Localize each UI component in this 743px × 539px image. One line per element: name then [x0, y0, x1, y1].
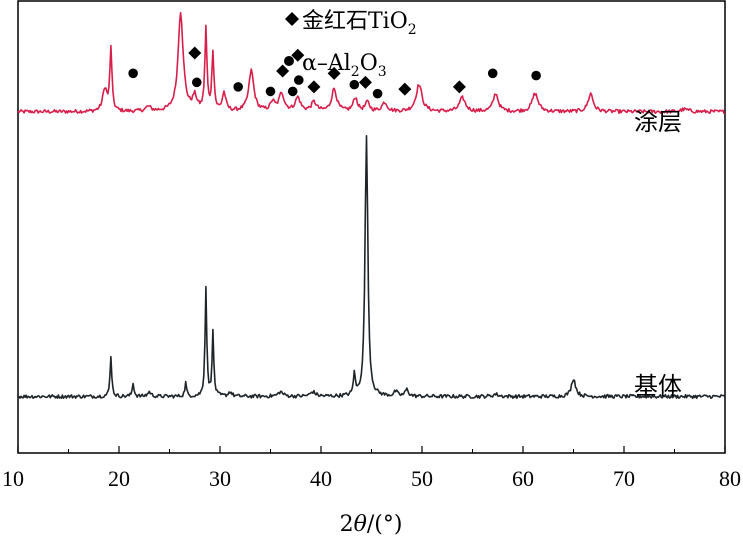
tio2-diamond-marker [276, 64, 290, 78]
tio2-diamond-marker [452, 80, 466, 94]
legend-label-al2o3: α–Al2O3 [302, 51, 387, 80]
tio2-diamond-marker [291, 48, 305, 62]
x-tick-label-10: 10 [2, 466, 24, 491]
x-tick-label-20: 20 [108, 466, 130, 491]
x-axis-title-suffix: /(°) [367, 512, 403, 537]
series-group [17, 11, 726, 400]
tio2-diamond-marker [188, 46, 202, 60]
x-tick-label-30: 30 [209, 466, 231, 491]
legend-circle-icon [284, 56, 294, 66]
al2o3-circle-marker [265, 86, 276, 97]
x-axis-title: 2θ/(°) [340, 512, 403, 537]
al2o3-circle-marker [349, 79, 360, 90]
phase-markers [128, 46, 541, 99]
series-label-coating: 涂层 [634, 108, 682, 136]
x-axis-title-theta: θ [354, 512, 367, 537]
series-line-0 [17, 11, 726, 115]
tio2-diamond-marker [327, 66, 341, 80]
al2o3-circle-marker [372, 88, 383, 99]
legend-label-tio2: 金红石TiO2 [302, 9, 417, 38]
legend-tio2-sub: 2 [408, 22, 417, 38]
series-line-1 [17, 135, 726, 400]
x-tick-label-40: 40 [310, 466, 332, 491]
al2o3-circle-marker [531, 70, 541, 81]
legend-al2o3-sub1: 2 [351, 64, 360, 80]
legend: 金红石TiO2 α–Al2O3 [284, 9, 417, 80]
al2o3-circle-marker [487, 68, 498, 79]
x-tick-label-50: 50 [411, 466, 433, 491]
x-tick-label-60: 60 [512, 466, 534, 491]
tio2-diamond-marker [398, 82, 412, 96]
x-axis-title-prefix: 2 [340, 512, 354, 537]
tio2-diamond-marker [358, 75, 372, 89]
tio2-diamond-marker [307, 80, 321, 94]
al2o3-circle-marker [128, 68, 138, 79]
x-tick-labels: 10 20 30 40 50 60 70 80 [2, 466, 741, 491]
al2o3-circle-marker [287, 86, 298, 97]
legend-tio2-text: 金红石TiO [302, 9, 408, 34]
al2o3-circle-marker [293, 75, 304, 85]
legend-al2o3-mid: O [360, 51, 378, 76]
x-tick-label-80: 80 [719, 466, 741, 491]
x-tick-label-70: 70 [613, 466, 635, 491]
legend-diamond-icon [285, 12, 299, 26]
x-ticks [17, 446, 726, 453]
legend-al2o3-sub2: 3 [378, 64, 387, 80]
series-label-substrate: 基体 [634, 372, 682, 400]
al2o3-circle-marker [191, 77, 202, 88]
al2o3-circle-marker [233, 82, 243, 92]
legend-al2o3-text: α–Al [302, 51, 351, 76]
